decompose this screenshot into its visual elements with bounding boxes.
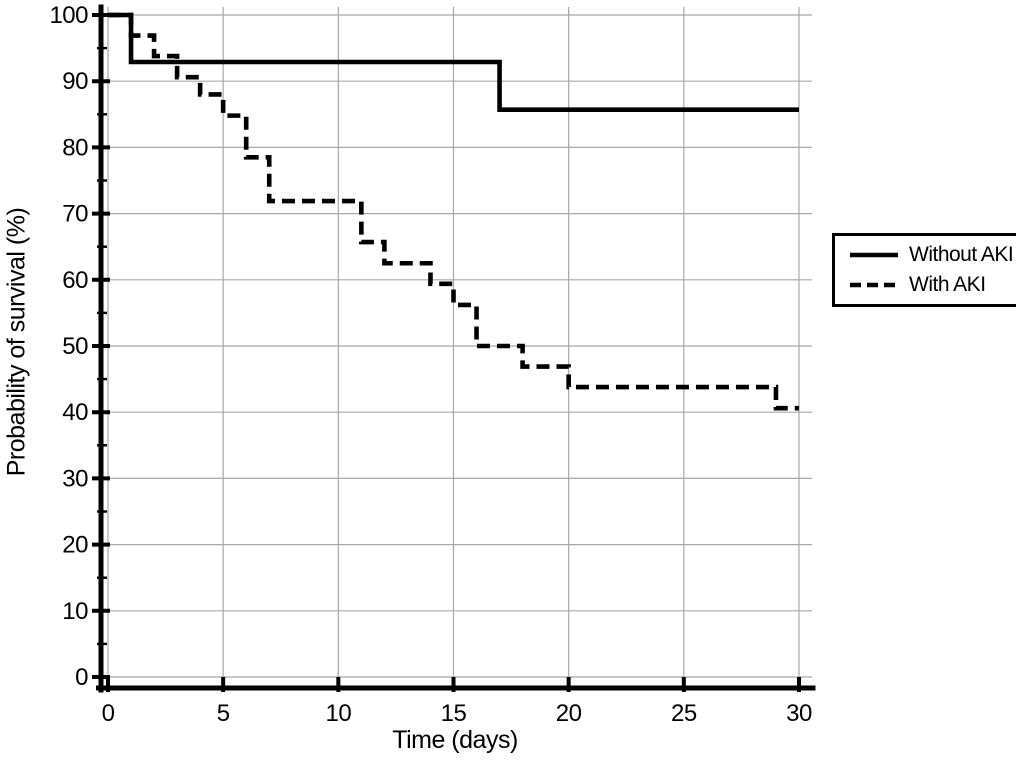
ticks [92,13,801,692]
svg-text:15: 15 [441,700,467,727]
svg-text:5: 5 [217,700,230,727]
x-tick-labels: 0 5 10 15 20 25 30 [102,700,813,727]
svg-text:70: 70 [62,201,88,228]
svg-text:90: 90 [62,68,88,95]
vertical-gridlines [107,7,800,677]
axes [96,4,816,693]
svg-text:100: 100 [49,2,88,29]
svg-text:0: 0 [102,700,115,727]
x-axis-title: Time (days) [392,726,518,754]
svg-text:0: 0 [75,664,88,691]
svg-text:20: 20 [62,532,88,559]
svg-text:60: 60 [62,267,88,294]
svg-text:40: 40 [62,399,88,426]
series-with-aki [108,12,799,411]
svg-text:20: 20 [556,700,582,727]
series-without-aki [108,12,799,112]
svg-text:80: 80 [62,134,88,161]
legend-swatch-solid-line [850,252,898,258]
svg-text:30: 30 [62,465,88,492]
svg-text:10: 10 [62,598,88,625]
legend-swatch-dashed-line [850,282,898,288]
y-tick-labels: 0 10 20 30 40 50 60 70 80 90 100 [49,2,88,691]
svg-text:50: 50 [62,333,88,360]
svg-text:10: 10 [325,700,351,727]
legend-label-without-aki: Without AKI [909,243,1014,266]
legend: Without AKI With AKI [832,233,1016,307]
legend-item-without-aki: Without AKI [849,242,1016,268]
horizontal-gridlines [108,14,812,678]
legend-item-with-aki: With AKI [849,272,1016,298]
y-axis-title: Probability of survival (%) [2,207,31,477]
legend-label-with-aki: With AKI [909,273,986,296]
svg-text:25: 25 [671,700,697,727]
svg-text:30: 30 [786,700,812,727]
